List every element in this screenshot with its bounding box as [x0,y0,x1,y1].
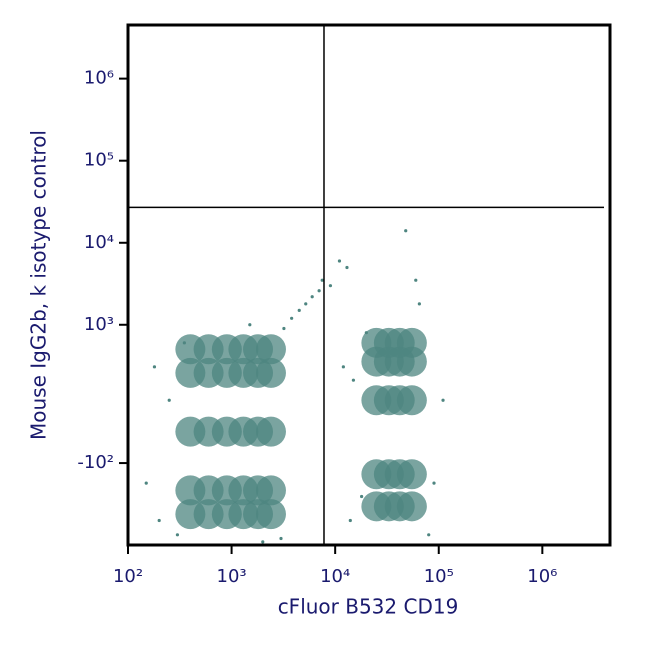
plot-frame [126,23,612,547]
data-point [441,398,445,402]
x-axis-label: cFluor B532 CD19 [278,595,459,619]
data-point [290,316,294,320]
data-point [261,540,265,544]
data-point [144,481,148,485]
x-tick-label: 10⁴ [320,566,350,587]
data-point [248,323,252,327]
data-point [348,518,352,523]
data-point [317,289,321,293]
data-point [345,265,349,270]
data-point [364,331,368,335]
x-tick-label: 10⁶ [527,566,557,587]
data-point [152,365,157,369]
data-point [310,295,314,299]
data-point [297,308,301,312]
y-tick-label: 10⁶ [84,68,114,89]
data-point [396,327,427,358]
y-tick-label: 10³ [84,314,114,335]
data-point [255,499,286,530]
y-axis-label: Mouse IgG2b, k isotype control [27,130,51,440]
data-point [427,533,431,537]
data-point [304,302,308,306]
data-point [320,278,324,282]
data-point [396,459,427,490]
data-point [417,302,421,306]
data-point [341,365,345,369]
x-tick-label: 10⁵ [424,566,454,587]
y-tick-label: 10⁵ [84,150,114,171]
data-point [182,341,186,345]
data-point [351,378,356,382]
data-point [396,385,427,416]
data-point [279,536,283,541]
data-point [255,475,286,506]
x-tick-label: 10² [113,566,143,587]
data-point [432,481,436,485]
data-point [282,326,286,331]
data-point [157,518,161,523]
data-point [175,533,180,537]
y-tick-label: -10² [77,452,114,473]
data-point [360,494,364,499]
data-point [167,398,171,402]
y-tick-label: 10⁴ [84,232,114,253]
data-point [396,491,427,522]
data-point [255,357,286,388]
data-point [255,334,286,365]
data-point [328,284,333,288]
data-point [255,416,286,447]
data-point [337,259,342,263]
x-tick-label: 10³ [217,566,247,587]
data-point [414,278,418,282]
data-point [404,229,408,233]
